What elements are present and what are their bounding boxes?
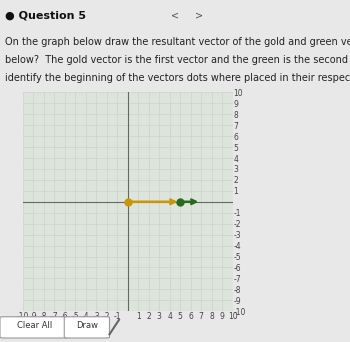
FancyBboxPatch shape [64,317,110,338]
FancyBboxPatch shape [0,317,69,338]
Text: <: < [172,10,180,21]
Text: Clear All: Clear All [17,321,52,330]
Text: identify the beginning of the vectors dots where placed in their respective colo: identify the beginning of the vectors do… [5,73,350,83]
Text: Draw: Draw [76,321,98,330]
Text: ● Question 5: ● Question 5 [5,10,86,21]
Text: >: > [195,10,203,21]
Text: below?  The gold vector is the first vector and the green is the second and to h: below? The gold vector is the first vect… [5,55,350,65]
Text: On the graph below draw the resultant vector of the gold and green vectors show: On the graph below draw the resultant ve… [5,37,350,47]
